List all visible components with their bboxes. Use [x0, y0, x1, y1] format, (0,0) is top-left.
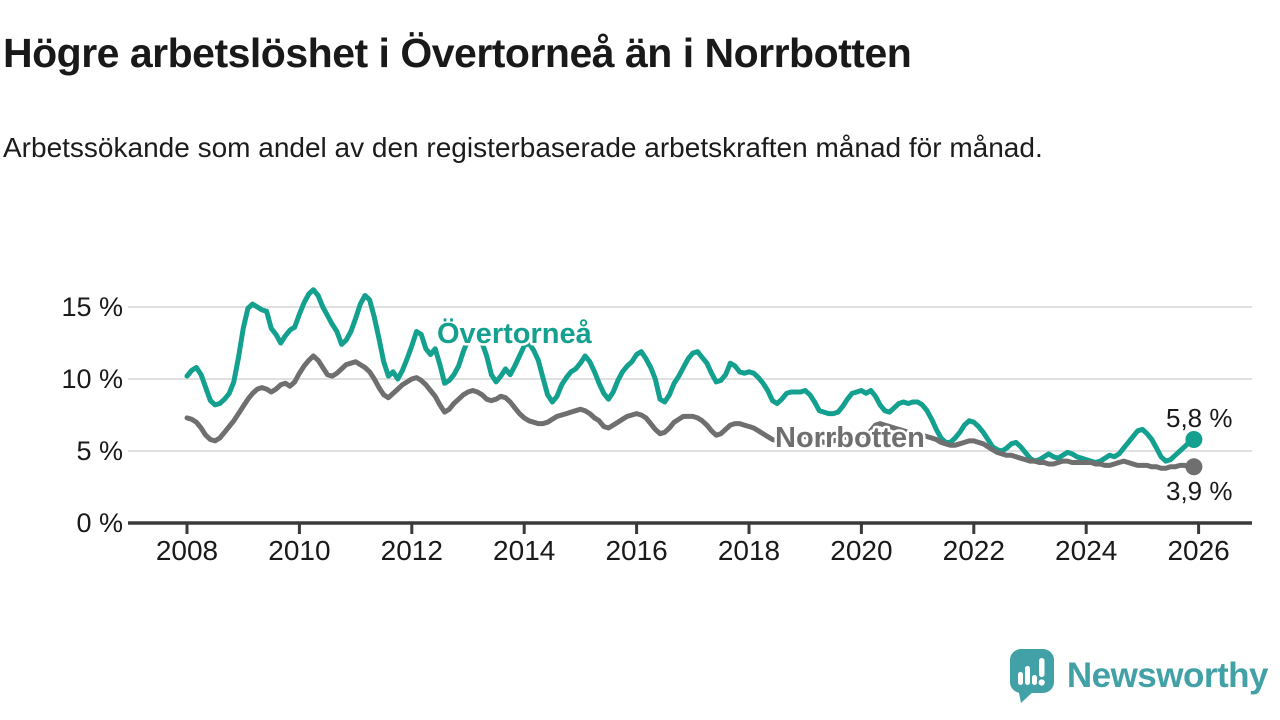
speech-bubble-shape: [1009, 649, 1054, 703]
x-axis-label-2026: 2026: [1167, 535, 1229, 566]
x-axis-label-2014: 2014: [493, 535, 555, 566]
bar-chart-glyph: [1017, 666, 1037, 685]
exclamation-glyph: [1038, 658, 1045, 686]
line-chart: 0 % 5 % 10 % 15 % Övertorneå Norrbotten 5,8 % 3…: [61, 287, 1252, 566]
x-axis-label-2022: 2022: [943, 535, 1005, 566]
page-title: Högre arbetslöshet i Övertorneå än i Nor…: [3, 30, 912, 76]
x-axis-label-2024: 2024: [1055, 535, 1117, 566]
y-axis-label-5: 5 %: [76, 436, 123, 466]
newsworthy-bubble-icon: [1009, 649, 1054, 703]
x-axis-label-2018: 2018: [718, 535, 780, 566]
newsworthy-wordmark: Newsworthy: [1066, 656, 1269, 695]
end-dot-norrbotten: [1185, 458, 1203, 476]
end-label-overtornea: 5,8 %: [1166, 403, 1233, 433]
x-axis-label-2008: 2008: [156, 535, 218, 566]
y-axis-label-15: 15 %: [61, 292, 123, 322]
x-axis-label-2010: 2010: [268, 535, 330, 566]
series-label-overtornea: Övertorneå: [437, 317, 593, 350]
x-axis-label-2020: 2020: [830, 535, 892, 566]
series-line-norrbotten: [184, 353, 1197, 471]
end-label-norrbotten: 3,9 %: [1166, 476, 1233, 506]
end-dot-overtornea: [1185, 431, 1203, 448]
y-axis-label-0: 0 %: [76, 508, 123, 538]
x-axis-label-2016: 2016: [605, 535, 667, 566]
series-line-overtornea: [184, 287, 1197, 465]
chart-subtitle: Arbetssökande som andel av den registerb…: [3, 132, 1043, 163]
newsworthy-logo: Newsworthy: [1009, 648, 1269, 704]
x-axis-label-2012: 2012: [381, 535, 443, 566]
series-label-norrbotten: Norrbotten: [775, 422, 925, 454]
y-axis-label-10: 10 %: [61, 364, 123, 394]
